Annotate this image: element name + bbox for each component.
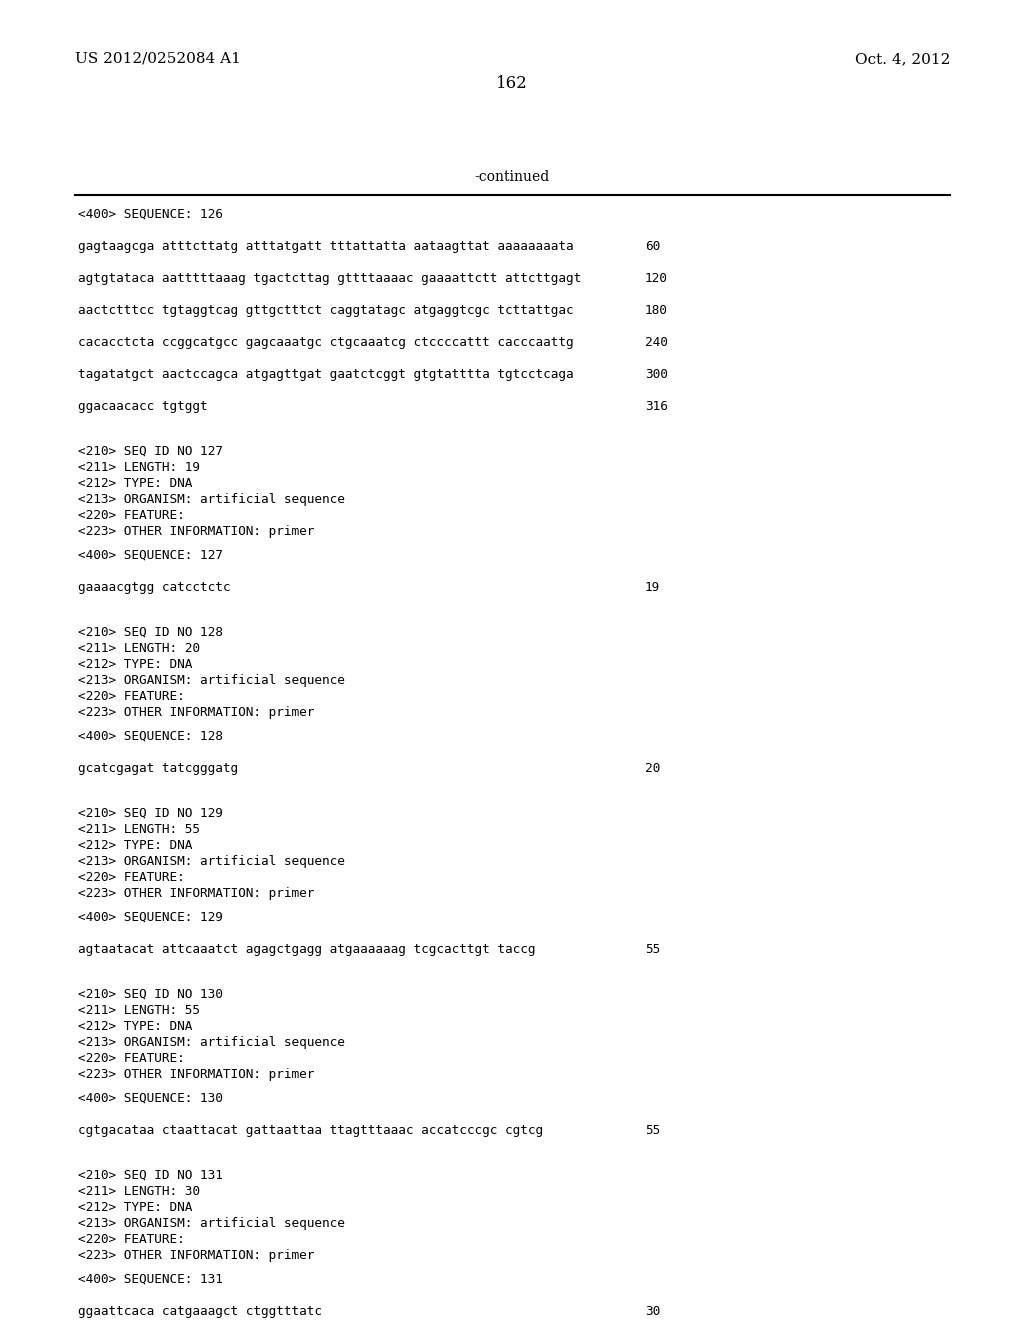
Text: 180: 180 xyxy=(645,304,668,317)
Text: <213> ORGANISM: artificial sequence: <213> ORGANISM: artificial sequence xyxy=(78,492,345,506)
Text: <400> SEQUENCE: 127: <400> SEQUENCE: 127 xyxy=(78,549,223,562)
Text: aactctttcc tgtaggtcag gttgctttct caggtatagc atgaggtcgc tcttattgac: aactctttcc tgtaggtcag gttgctttct caggtat… xyxy=(78,304,573,317)
Text: ggaattcaca catgaaagct ctggtttatc: ggaattcaca catgaaagct ctggtttatc xyxy=(78,1305,322,1317)
Text: 300: 300 xyxy=(645,368,668,381)
Text: <212> TYPE: DNA: <212> TYPE: DNA xyxy=(78,840,193,851)
Text: <211> LENGTH: 20: <211> LENGTH: 20 xyxy=(78,642,200,655)
Text: <213> ORGANISM: artificial sequence: <213> ORGANISM: artificial sequence xyxy=(78,1217,345,1230)
Text: US 2012/0252084 A1: US 2012/0252084 A1 xyxy=(75,51,241,66)
Text: tagatatgct aactccagca atgagttgat gaatctcggt gtgtatttta tgtcctcaga: tagatatgct aactccagca atgagttgat gaatctc… xyxy=(78,368,573,381)
Text: <211> LENGTH: 19: <211> LENGTH: 19 xyxy=(78,461,200,474)
Text: <223> OTHER INFORMATION: primer: <223> OTHER INFORMATION: primer xyxy=(78,1249,314,1262)
Text: <210> SEQ ID NO 130: <210> SEQ ID NO 130 xyxy=(78,987,223,1001)
Text: cgtgacataa ctaattacat gattaattaa ttagtttaaac accatcccgc cgtcg: cgtgacataa ctaattacat gattaattaa ttagttt… xyxy=(78,1125,543,1137)
Text: <210> SEQ ID NO 127: <210> SEQ ID NO 127 xyxy=(78,445,223,458)
Text: 60: 60 xyxy=(645,240,660,253)
Text: <213> ORGANISM: artificial sequence: <213> ORGANISM: artificial sequence xyxy=(78,855,345,869)
Text: <223> OTHER INFORMATION: primer: <223> OTHER INFORMATION: primer xyxy=(78,525,314,539)
Text: <210> SEQ ID NO 131: <210> SEQ ID NO 131 xyxy=(78,1170,223,1181)
Text: <210> SEQ ID NO 128: <210> SEQ ID NO 128 xyxy=(78,626,223,639)
Text: <220> FEATURE:: <220> FEATURE: xyxy=(78,1052,184,1065)
Text: <400> SEQUENCE: 131: <400> SEQUENCE: 131 xyxy=(78,1272,223,1286)
Text: agtgtataca aatttttaaag tgactcttag gttttaaaac gaaaattctt attcttgagt: agtgtataca aatttttaaag tgactcttag gtttta… xyxy=(78,272,582,285)
Text: 55: 55 xyxy=(645,1125,660,1137)
Text: <210> SEQ ID NO 129: <210> SEQ ID NO 129 xyxy=(78,807,223,820)
Text: <220> FEATURE:: <220> FEATURE: xyxy=(78,871,184,884)
Text: <212> TYPE: DNA: <212> TYPE: DNA xyxy=(78,477,193,490)
Text: <400> SEQUENCE: 130: <400> SEQUENCE: 130 xyxy=(78,1092,223,1105)
Text: cacacctcta ccggcatgcc gagcaaatgc ctgcaaatcg ctccccattt cacccaattg: cacacctcta ccggcatgcc gagcaaatgc ctgcaaa… xyxy=(78,337,573,348)
Text: <212> TYPE: DNA: <212> TYPE: DNA xyxy=(78,657,193,671)
Text: -continued: -continued xyxy=(474,170,550,183)
Text: 162: 162 xyxy=(496,75,528,92)
Text: <213> ORGANISM: artificial sequence: <213> ORGANISM: artificial sequence xyxy=(78,675,345,686)
Text: gcatcgagat tatcgggatg: gcatcgagat tatcgggatg xyxy=(78,762,239,775)
Text: agtaatacat attcaaatct agagctgagg atgaaaaaag tcgcacttgt taccg: agtaatacat attcaaatct agagctgagg atgaaaa… xyxy=(78,942,536,956)
Text: Oct. 4, 2012: Oct. 4, 2012 xyxy=(855,51,950,66)
Text: <211> LENGTH: 30: <211> LENGTH: 30 xyxy=(78,1185,200,1199)
Text: 30: 30 xyxy=(645,1305,660,1317)
Text: <223> OTHER INFORMATION: primer: <223> OTHER INFORMATION: primer xyxy=(78,1068,314,1081)
Text: 20: 20 xyxy=(645,762,660,775)
Text: gagtaagcga atttcttatg atttatgatt tttattatta aataagttat aaaaaaaata: gagtaagcga atttcttatg atttatgatt tttatta… xyxy=(78,240,573,253)
Text: 55: 55 xyxy=(645,942,660,956)
Text: <212> TYPE: DNA: <212> TYPE: DNA xyxy=(78,1201,193,1214)
Text: <220> FEATURE:: <220> FEATURE: xyxy=(78,690,184,704)
Text: <211> LENGTH: 55: <211> LENGTH: 55 xyxy=(78,1005,200,1016)
Text: <220> FEATURE:: <220> FEATURE: xyxy=(78,510,184,521)
Text: <400> SEQUENCE: 126: <400> SEQUENCE: 126 xyxy=(78,209,223,220)
Text: <212> TYPE: DNA: <212> TYPE: DNA xyxy=(78,1020,193,1034)
Text: ggacaacacc tgtggt: ggacaacacc tgtggt xyxy=(78,400,208,413)
Text: 316: 316 xyxy=(645,400,668,413)
Text: <220> FEATURE:: <220> FEATURE: xyxy=(78,1233,184,1246)
Text: <223> OTHER INFORMATION: primer: <223> OTHER INFORMATION: primer xyxy=(78,706,314,719)
Text: <223> OTHER INFORMATION: primer: <223> OTHER INFORMATION: primer xyxy=(78,887,314,900)
Text: gaaaacgtgg catcctctc: gaaaacgtgg catcctctc xyxy=(78,581,230,594)
Text: <400> SEQUENCE: 129: <400> SEQUENCE: 129 xyxy=(78,911,223,924)
Text: <213> ORGANISM: artificial sequence: <213> ORGANISM: artificial sequence xyxy=(78,1036,345,1049)
Text: <211> LENGTH: 55: <211> LENGTH: 55 xyxy=(78,822,200,836)
Text: 240: 240 xyxy=(645,337,668,348)
Text: 120: 120 xyxy=(645,272,668,285)
Text: 19: 19 xyxy=(645,581,660,594)
Text: <400> SEQUENCE: 128: <400> SEQUENCE: 128 xyxy=(78,730,223,743)
